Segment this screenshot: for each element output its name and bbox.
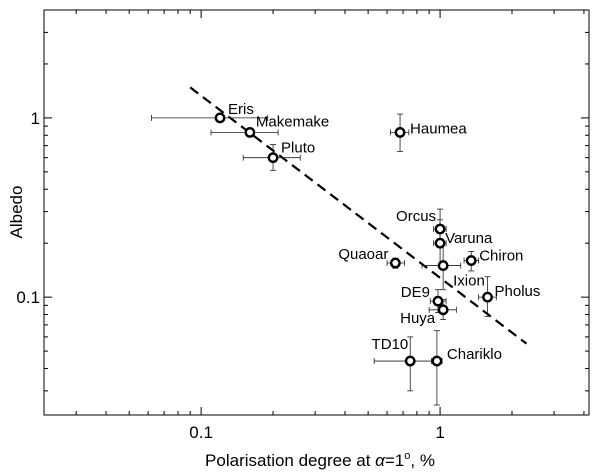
error-bars-layer: [151, 113, 497, 406]
y-tick-label: 1: [31, 109, 40, 128]
point-label-ixion: Ixion: [453, 273, 485, 290]
y-tick-label: 0.1: [16, 288, 40, 307]
point-label-chiron: Chiron: [479, 248, 523, 265]
data-point-pholus: [482, 291, 493, 303]
data-point-huya: [437, 304, 449, 316]
point-label-eris: Eris: [228, 101, 254, 118]
point-label-chariklo: Chariklo: [447, 346, 502, 363]
data-point-haumea: [394, 127, 406, 138]
x-axis-title-degree: o: [404, 450, 410, 462]
x-tick-label: 1: [435, 423, 444, 442]
x-axis-title-alpha: α: [375, 451, 386, 470]
data-point-varuna: [434, 237, 446, 249]
data-point-chariklo: [431, 355, 443, 367]
trend-line-layer: [189, 86, 528, 345]
y-axis-title: Albedo: [7, 186, 26, 239]
x-tick-label: 0.1: [189, 423, 213, 442]
point-label-haumea: Haumea: [410, 120, 467, 137]
data-point-pluto: [267, 152, 279, 164]
x-axis-title-eq: =1: [385, 451, 404, 470]
point-label-pholus: Pholus: [495, 283, 541, 300]
point-label-makemake: Makemake: [256, 113, 329, 130]
data-point-chiron: [465, 255, 477, 266]
data-points-layer: [214, 112, 493, 367]
x-axis-title-main: Polarisation degree at: [205, 451, 375, 470]
data-point-orcus: [434, 223, 446, 235]
point-label-huya: Huya: [400, 310, 436, 327]
data-point-ixion: [437, 260, 449, 271]
point-label-de9: DE9: [401, 284, 430, 301]
axis-ticks-layer: 0.1 1 0.1 1: [16, 9, 589, 442]
data-point-eris: [214, 112, 226, 124]
trend-line: [189, 86, 528, 345]
point-label-pluto: Pluto: [281, 140, 315, 157]
x-axis-title: Polarisation degree at α=1o, %: [205, 450, 435, 470]
data-point-de9: [432, 295, 444, 307]
plot-frame: [43, 9, 590, 416]
point-label-quaoar: Quaoar: [338, 246, 388, 263]
data-point-makemake: [244, 127, 256, 138]
data-point-td10: [404, 355, 416, 367]
data-point-quaoar: [389, 257, 401, 269]
point-label-varuna: Varuna: [445, 230, 493, 247]
x-axis-title-unit: , %: [410, 451, 435, 470]
point-label-td10: TD10: [372, 336, 409, 353]
point-label-orcus: Orcus: [396, 208, 436, 225]
